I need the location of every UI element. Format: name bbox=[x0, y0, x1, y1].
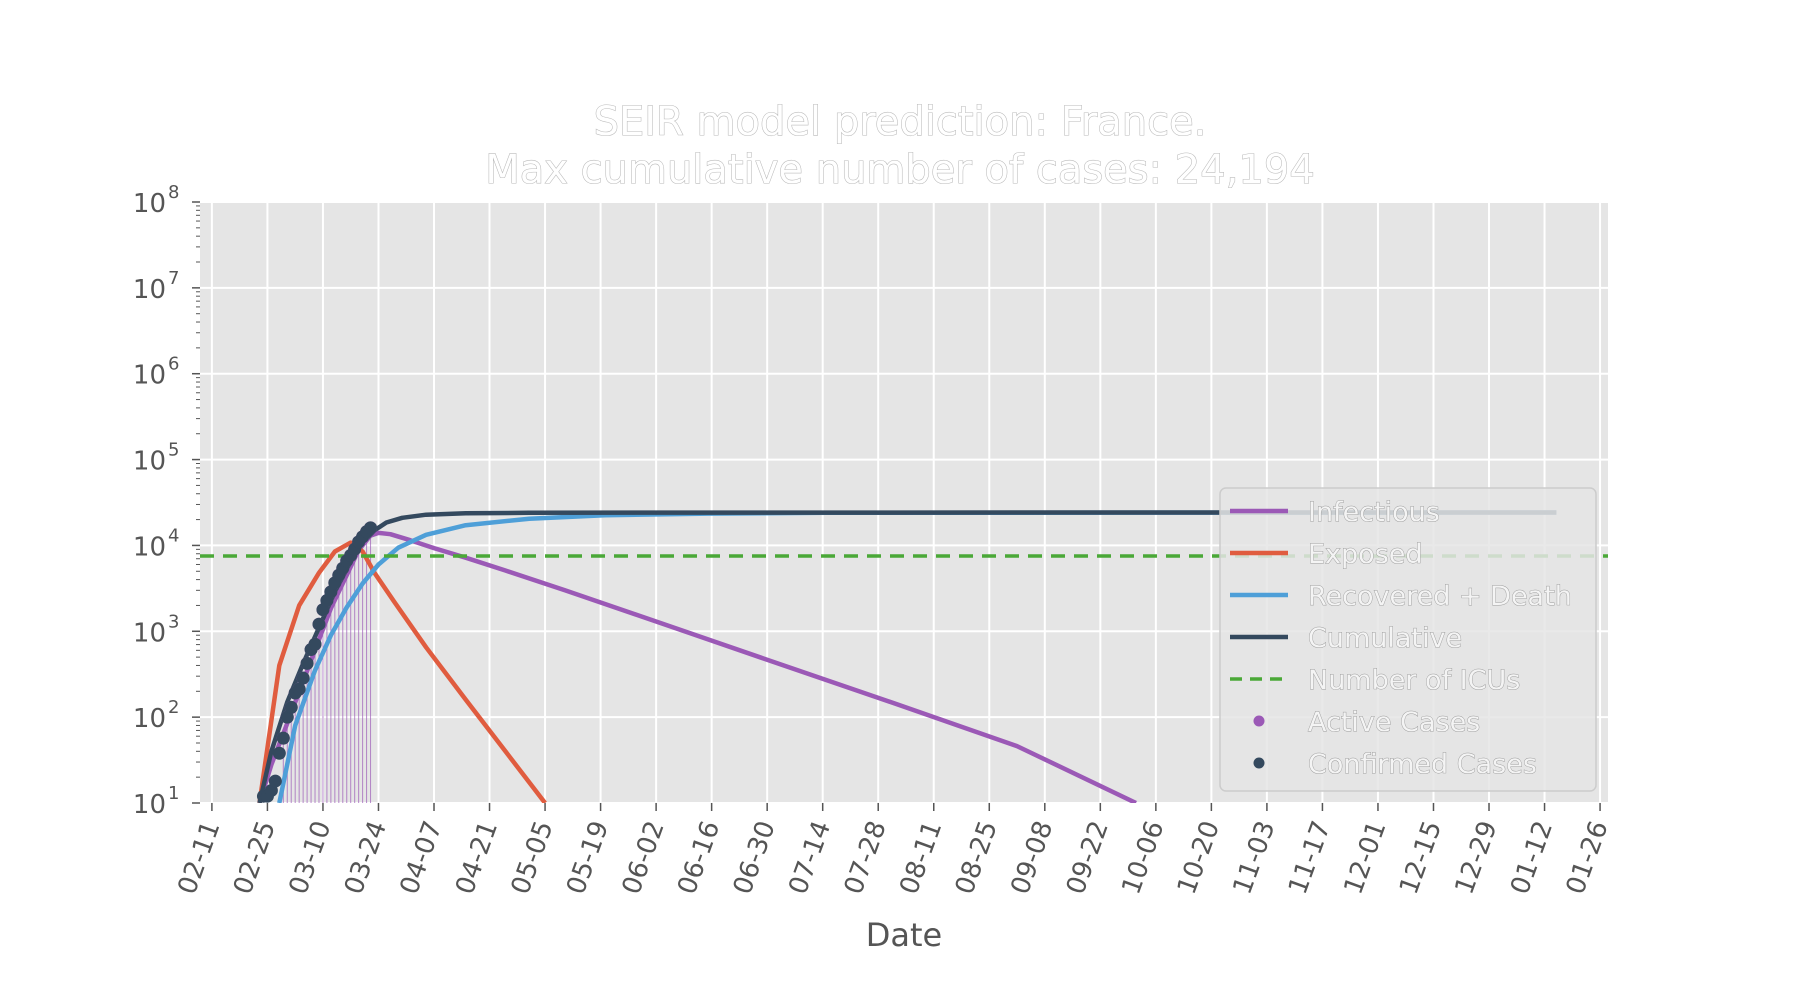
y-tick-label: 10 5 bbox=[133, 440, 180, 477]
confirmed-cases-point bbox=[300, 656, 314, 670]
x-tick-label: 10-06 bbox=[1116, 817, 1170, 898]
confirmed-cases-point bbox=[292, 682, 306, 696]
y-tick-base: 10 bbox=[133, 361, 166, 391]
confirmed-cases-point bbox=[308, 637, 322, 651]
x-tick-label: 09-08 bbox=[1005, 817, 1059, 898]
confirmed-cases-point bbox=[312, 617, 326, 631]
legend-label: Active Cases bbox=[1308, 707, 1480, 738]
x-tick-label: 06-02 bbox=[617, 817, 671, 898]
x-tick-label: 06-16 bbox=[672, 817, 726, 898]
x-tick-label: 08-25 bbox=[950, 817, 1004, 898]
y-tick-exponent: 6 bbox=[168, 354, 179, 375]
chart-subtitle: Max cumulative number of cases: 24,194 bbox=[485, 147, 1315, 193]
x-tick-label: 10-20 bbox=[1172, 817, 1226, 898]
x-tick-label: 12-15 bbox=[1394, 817, 1448, 898]
legend-label: Exposed bbox=[1308, 539, 1423, 570]
x-tick-label: 01-26 bbox=[1561, 817, 1615, 898]
y-tick-base: 10 bbox=[133, 275, 166, 305]
legend-box bbox=[1219, 487, 1597, 792]
legend-item[interactable]: Exposed bbox=[1230, 539, 1423, 570]
y-tick-exponent: 4 bbox=[168, 525, 179, 546]
legend-item[interactable]: Cumulative bbox=[1230, 623, 1463, 654]
x-tick-label: 05-05 bbox=[506, 817, 560, 898]
confirmed-cases-point bbox=[272, 746, 286, 760]
y-tick-label: 10 4 bbox=[133, 525, 180, 562]
y-tick-base: 10 bbox=[133, 790, 166, 820]
x-tick-label: 11-17 bbox=[1283, 817, 1337, 898]
y-tick-exponent: 1 bbox=[168, 783, 179, 804]
x-tick-label: 08-11 bbox=[894, 817, 948, 898]
legend-item[interactable]: Recovered + Death bbox=[1230, 581, 1572, 612]
legend-label: Cumulative bbox=[1308, 623, 1462, 654]
y-tick-label: 10 1 bbox=[133, 783, 180, 820]
confirmed-cases-point bbox=[276, 731, 290, 745]
confirmed-cases-point bbox=[268, 774, 282, 788]
y-tick-base: 10 bbox=[133, 704, 166, 734]
x-tick-label: 12-01 bbox=[1339, 817, 1393, 898]
y-tick-label: 10 6 bbox=[133, 354, 180, 391]
y-tick-exponent: 7 bbox=[168, 268, 179, 289]
legend-item[interactable]: Number of ICUs bbox=[1230, 665, 1521, 696]
legend-label: Infectious bbox=[1308, 497, 1440, 528]
x-tick-label: 04-21 bbox=[450, 817, 504, 898]
x-tick-label: 01-12 bbox=[1505, 817, 1559, 898]
y-tick-label: 10 2 bbox=[133, 697, 180, 734]
x-tick-label: 03-10 bbox=[283, 817, 337, 898]
y-tick-base: 10 bbox=[133, 618, 166, 648]
legend-marker bbox=[1253, 757, 1265, 769]
x-tick-label: 07-14 bbox=[783, 817, 837, 898]
x-tick-label: 03-24 bbox=[339, 817, 393, 898]
legend-item[interactable]: Infectious bbox=[1230, 497, 1440, 528]
x-tick-label: 12-29 bbox=[1450, 817, 1504, 898]
x-tick-label: 09-22 bbox=[1061, 817, 1115, 898]
confirmed-cases-point bbox=[284, 700, 298, 714]
y-tick-base: 10 bbox=[133, 532, 166, 562]
x-axis-label: Date bbox=[866, 916, 942, 954]
y-tick-label: 10 3 bbox=[133, 611, 180, 648]
y-tick-exponent: 5 bbox=[168, 440, 179, 461]
x-tick-label: 07-28 bbox=[839, 817, 893, 898]
legend-item[interactable]: Active Cases bbox=[1253, 707, 1481, 738]
x-tick-label: 04-07 bbox=[395, 817, 449, 898]
y-tick-label: 10 8 bbox=[133, 182, 180, 219]
y-tick-base: 10 bbox=[133, 189, 166, 219]
x-tick-label: 05-19 bbox=[561, 817, 615, 898]
confirmed-cases-point bbox=[280, 710, 294, 724]
x-tick-label: 11-03 bbox=[1227, 817, 1281, 898]
x-tick-label: 02-25 bbox=[228, 817, 282, 898]
legend-label: Recovered + Death bbox=[1308, 581, 1572, 612]
y-tick-base: 10 bbox=[133, 447, 166, 477]
series-line-exposed bbox=[257, 540, 547, 803]
chart-title: SEIR model prediction: France. bbox=[594, 99, 1207, 145]
confirmed-cases-point bbox=[296, 671, 310, 685]
legend-item[interactable]: Confirmed Cases bbox=[1253, 749, 1537, 780]
x-tick-label: 06-30 bbox=[728, 817, 782, 898]
confirmed-cases-point bbox=[364, 521, 378, 535]
scatter-points bbox=[256, 521, 378, 803]
y-tick-exponent: 8 bbox=[168, 182, 179, 203]
x-tick-label: 02-11 bbox=[172, 817, 226, 898]
legend-label: Confirmed Cases bbox=[1308, 749, 1537, 780]
y-tick-label: 10 7 bbox=[133, 268, 180, 305]
y-tick-exponent: 3 bbox=[168, 611, 179, 632]
legend[interactable]: Infectious Exposed Recovered + Death Cumula… bbox=[1219, 487, 1597, 792]
legend-marker bbox=[1253, 715, 1265, 727]
legend-label: Number of ICUs bbox=[1308, 665, 1520, 696]
y-tick-exponent: 2 bbox=[168, 697, 179, 718]
